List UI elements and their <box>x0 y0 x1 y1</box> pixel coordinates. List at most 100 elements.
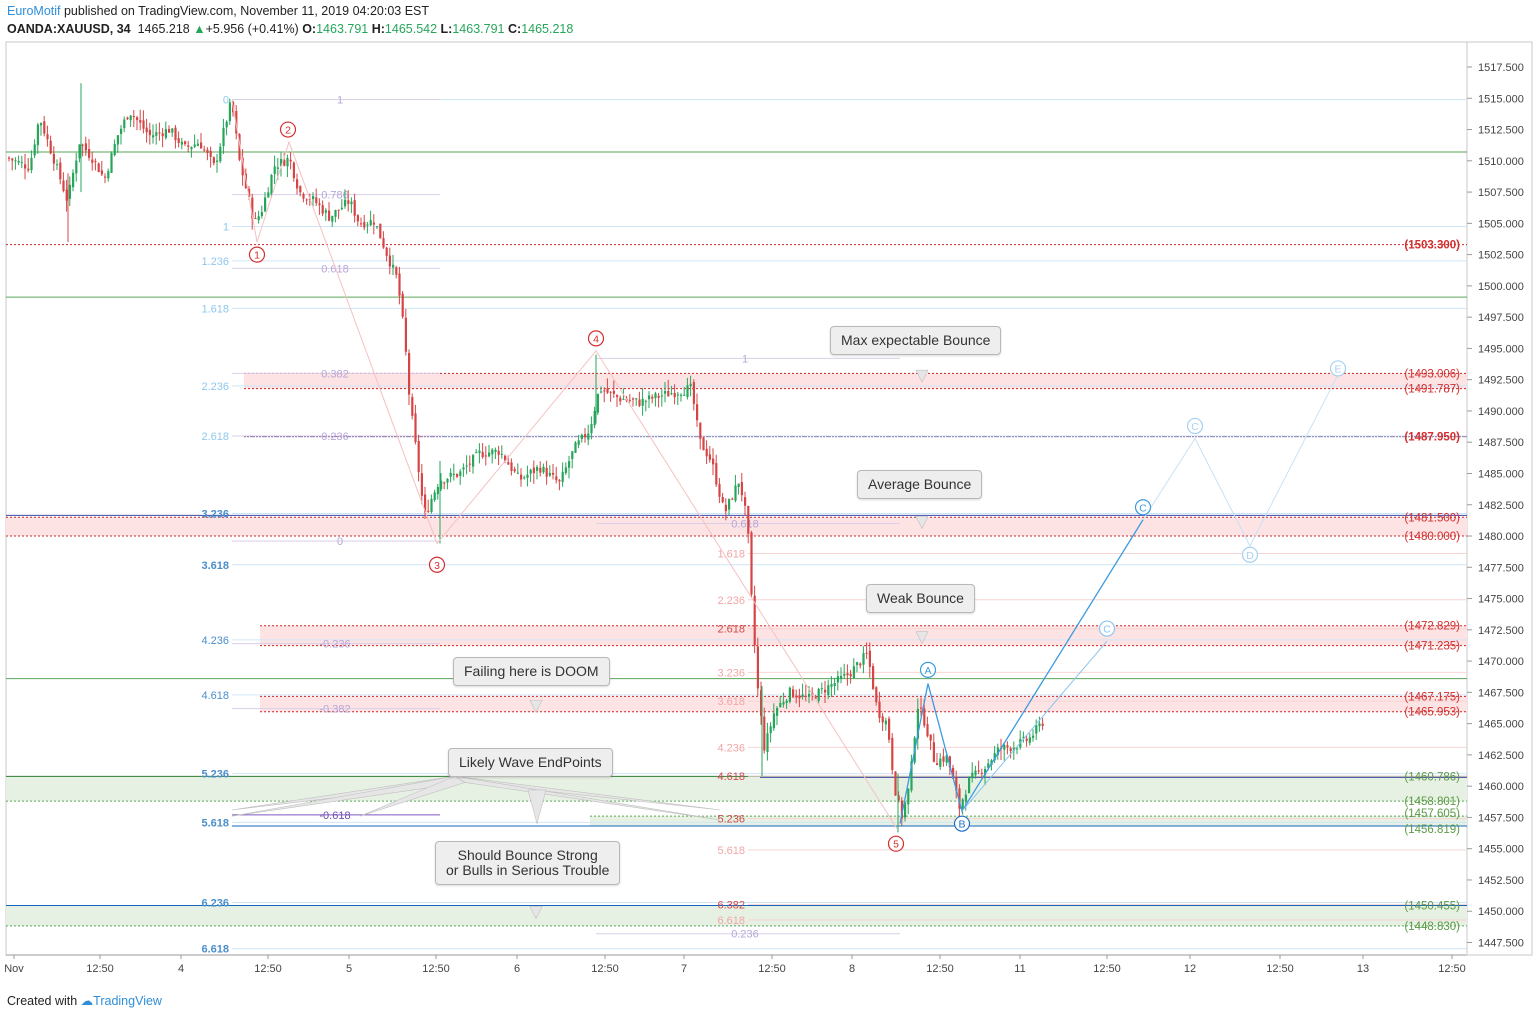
close-value: 1465.218 <box>521 22 574 36</box>
fib-purple2-label-0: 1 <box>742 353 748 365</box>
callout-pointer-down <box>527 789 547 825</box>
price-label-8: (1467.175) <box>1404 691 1460 703</box>
x-label-0: Nov <box>4 963 24 975</box>
callout-tail-2 <box>915 631 929 645</box>
price-label-0: (1503.300) <box>1404 240 1460 252</box>
up-arrow-icon: ▲ <box>193 22 206 36</box>
price-label-5: (1480.000) <box>1404 531 1460 543</box>
wave-label-6: B <box>958 819 965 831</box>
y-tick-label-21: 1465.000 <box>1478 719 1524 731</box>
fib-pink-label-7: 5.236 <box>717 814 745 826</box>
fib-blue-label-5: 2.618 <box>201 431 229 443</box>
callout-bounce-strong-line2: or Bulls in Serious Trouble <box>446 862 610 878</box>
open-label: O: <box>302 22 317 36</box>
y-tick-label-19: 1470.000 <box>1478 656 1524 668</box>
y-tick-label-1: 1515.000 <box>1478 93 1524 105</box>
wave-label-3: 4 <box>593 333 599 345</box>
price-label-14: (1450.455) <box>1404 901 1460 913</box>
x-label-11: 12:50 <box>926 963 954 975</box>
callout-bounce-strong: Should Bounce Strong or Bulls in Serious … <box>435 841 621 885</box>
callout-wave-endpoints: Likely Wave EndPoints <box>448 748 613 777</box>
high-label: H: <box>371 22 385 36</box>
wave-circle-11 <box>1329 360 1347 377</box>
price-label-3: (1487.950) <box>1404 432 1460 444</box>
author-link[interactable]: EuroMotif <box>7 4 61 18</box>
y-tick-label-20: 1467.500 <box>1478 687 1524 699</box>
y-tick-label-13: 1485.000 <box>1478 468 1524 480</box>
callout-tail-3 <box>529 700 543 714</box>
fib-purple-label-5: 0 <box>337 536 343 548</box>
fib-blue-label-6: 3.236 <box>201 509 229 521</box>
wave-label-9: C <box>1191 421 1199 433</box>
zone-band-2 <box>260 625 1467 646</box>
y-tick-label-9: 1495.000 <box>1478 343 1524 355</box>
x-label-3: 12:50 <box>254 963 282 975</box>
callout-tail-4 <box>529 906 543 920</box>
callout-tail-1 <box>915 516 929 530</box>
fib-purple-label-2: 0.618 <box>321 263 349 275</box>
fib-purple2-label-2: 0.236 <box>731 929 759 941</box>
callout-weak-bounce: Weak Bounce <box>866 584 975 613</box>
callout-failing-doom: Failing here is DOOM <box>453 657 610 686</box>
x-label-15: 12:50 <box>1266 963 1294 975</box>
wave-circle-10 <box>1241 546 1259 563</box>
low-label: L: <box>440 22 453 36</box>
zone-band-3 <box>260 696 1467 712</box>
x-label-12: 11 <box>1014 963 1025 975</box>
fib-purple-label-7: -0.382 <box>319 704 350 716</box>
tradingview-brand[interactable]: TradingView <box>93 994 162 1008</box>
footer: Created with ☁TradingView <box>7 993 162 1008</box>
y-tick-label-14: 1482.500 <box>1478 500 1524 512</box>
wave-label-0: 1 <box>254 250 260 262</box>
x-label-8: 7 <box>681 963 687 975</box>
fib-pink-label-4: 3.618 <box>717 696 745 708</box>
callout-average-bounce: Average Bounce <box>857 470 983 499</box>
zone-band-1 <box>6 517 1467 537</box>
fib-pink-label-10: 6.618 <box>717 915 745 927</box>
close-label: C: <box>507 22 522 36</box>
y-tick-label-26: 1452.500 <box>1478 875 1524 887</box>
wave-label-10: D <box>1246 550 1254 562</box>
y-tick-label-17: 1475.000 <box>1478 594 1524 606</box>
symbol-name: OANDA:XAUUSD, 34 <box>7 22 131 36</box>
x-label-6: 6 <box>514 963 520 975</box>
x-label-5: 12:50 <box>422 963 450 975</box>
y-tick-label-22: 1462.500 <box>1478 750 1524 762</box>
fib-pink-label-0: 1.618 <box>717 549 745 561</box>
last-price: 1465.218 <box>137 22 190 36</box>
price-label-11: (1458.801) <box>1404 796 1460 808</box>
x-label-10: 8 <box>849 963 855 975</box>
price-change: +5.956 (+0.41%) <box>205 22 299 36</box>
wave-label-11: E <box>1334 363 1341 375</box>
fib-blue-label-3: 1.618 <box>201 303 229 315</box>
wave-label-4: 5 <box>893 839 899 851</box>
fib-pink-label-8: 5.618 <box>717 845 745 857</box>
x-label-9: 12:50 <box>758 963 786 975</box>
wave-label-7: C <box>1139 502 1147 514</box>
x-label-7: 12:50 <box>591 963 619 975</box>
callout-pointer-4 <box>454 775 721 821</box>
zone-band-5 <box>590 816 1467 826</box>
publish-text: published on TradingView.com, November 1… <box>60 4 430 18</box>
y-tick-label-0: 1517.500 <box>1478 62 1524 74</box>
wave-circle-4 <box>887 835 905 852</box>
y-tick-label-7: 1500.000 <box>1478 281 1524 293</box>
y-tick-label-11: 1490.000 <box>1478 406 1524 418</box>
created-with-text: Created with <box>7 994 78 1008</box>
high-value: 1465.542 <box>384 22 438 36</box>
fib-blue-label-7: 3.618 <box>201 560 229 572</box>
zone-band-6 <box>6 905 1467 926</box>
elliott-wave-path <box>231 100 898 829</box>
price-label-1: (1493.006) <box>1404 368 1460 380</box>
wave-circle-8 <box>1098 620 1116 637</box>
y-tick-label-4: 1507.500 <box>1478 187 1524 199</box>
x-label-1: 12:50 <box>86 963 114 975</box>
y-tick-label-16: 1477.500 <box>1478 562 1524 574</box>
wave-label-2: 3 <box>434 560 440 572</box>
fib-blue-label-12: 6.236 <box>201 897 229 909</box>
fib-blue-label-9: 4.618 <box>201 690 229 702</box>
y-tick-label-23: 1460.000 <box>1478 781 1524 793</box>
wave-label-5: A <box>924 665 931 677</box>
y-tick-label-5: 1505.000 <box>1478 218 1524 230</box>
